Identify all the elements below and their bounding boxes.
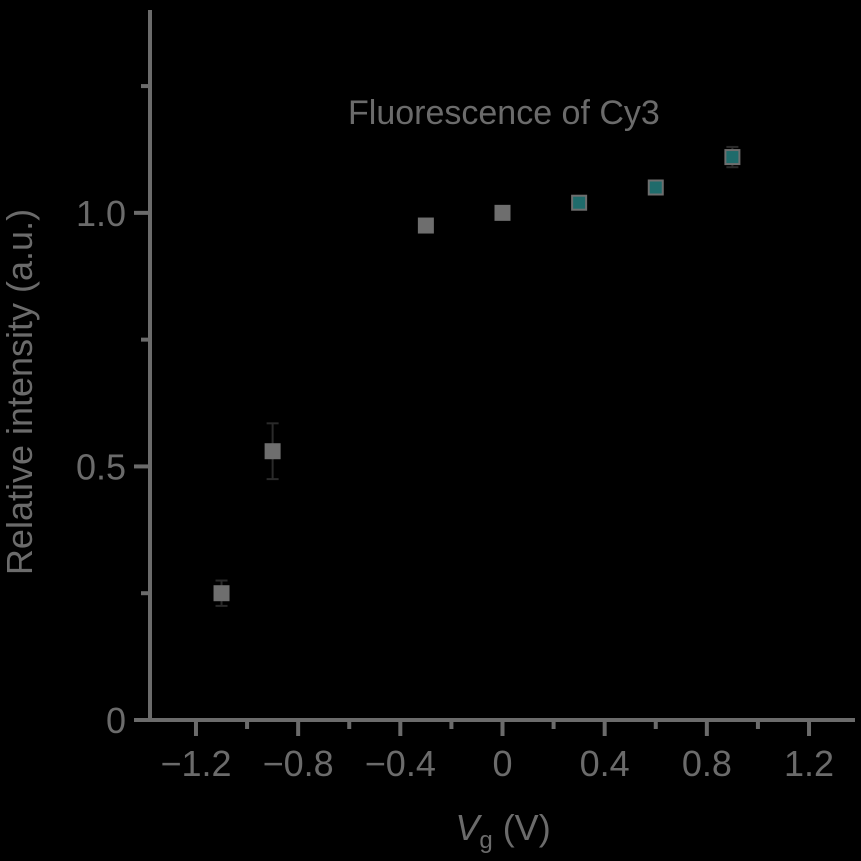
data-point <box>724 149 741 166</box>
x-axis-title: Vg (V) <box>455 807 550 854</box>
x-axis-subscript: g <box>479 827 492 854</box>
data-point <box>571 194 588 211</box>
x-tick-label: 1.2 <box>784 743 834 784</box>
data-point <box>213 585 230 602</box>
x-axis-symbol: V <box>455 807 482 848</box>
y-axis-title: Relative intensity (a.u.) <box>0 209 40 575</box>
y-tick-label: 0.5 <box>76 446 126 487</box>
tick-labels: −1.2 −0.8 −0.4 0 0.4 0.8 1.2 0 0.5 1.0 <box>76 193 834 784</box>
y-tick-label: 0 <box>106 700 126 741</box>
x-tick-label: −0.8 <box>263 743 334 784</box>
x-axis-unit: (V) <box>493 807 551 848</box>
y-tick-label: 1.0 <box>76 193 126 234</box>
data-points <box>213 149 741 602</box>
data-point <box>264 443 281 460</box>
ticks <box>134 84 812 736</box>
data-point <box>647 179 664 196</box>
chart-annotation: Fluorescence of Cy3 <box>348 94 660 132</box>
data-point <box>417 217 434 234</box>
x-tick-label: 0 <box>492 743 512 784</box>
data-point <box>494 204 511 221</box>
x-tick-label: 0.8 <box>682 743 732 784</box>
x-tick-label: −0.4 <box>365 743 436 784</box>
x-tick-label: −1.2 <box>160 743 231 784</box>
x-tick-label: 0.4 <box>580 743 630 784</box>
